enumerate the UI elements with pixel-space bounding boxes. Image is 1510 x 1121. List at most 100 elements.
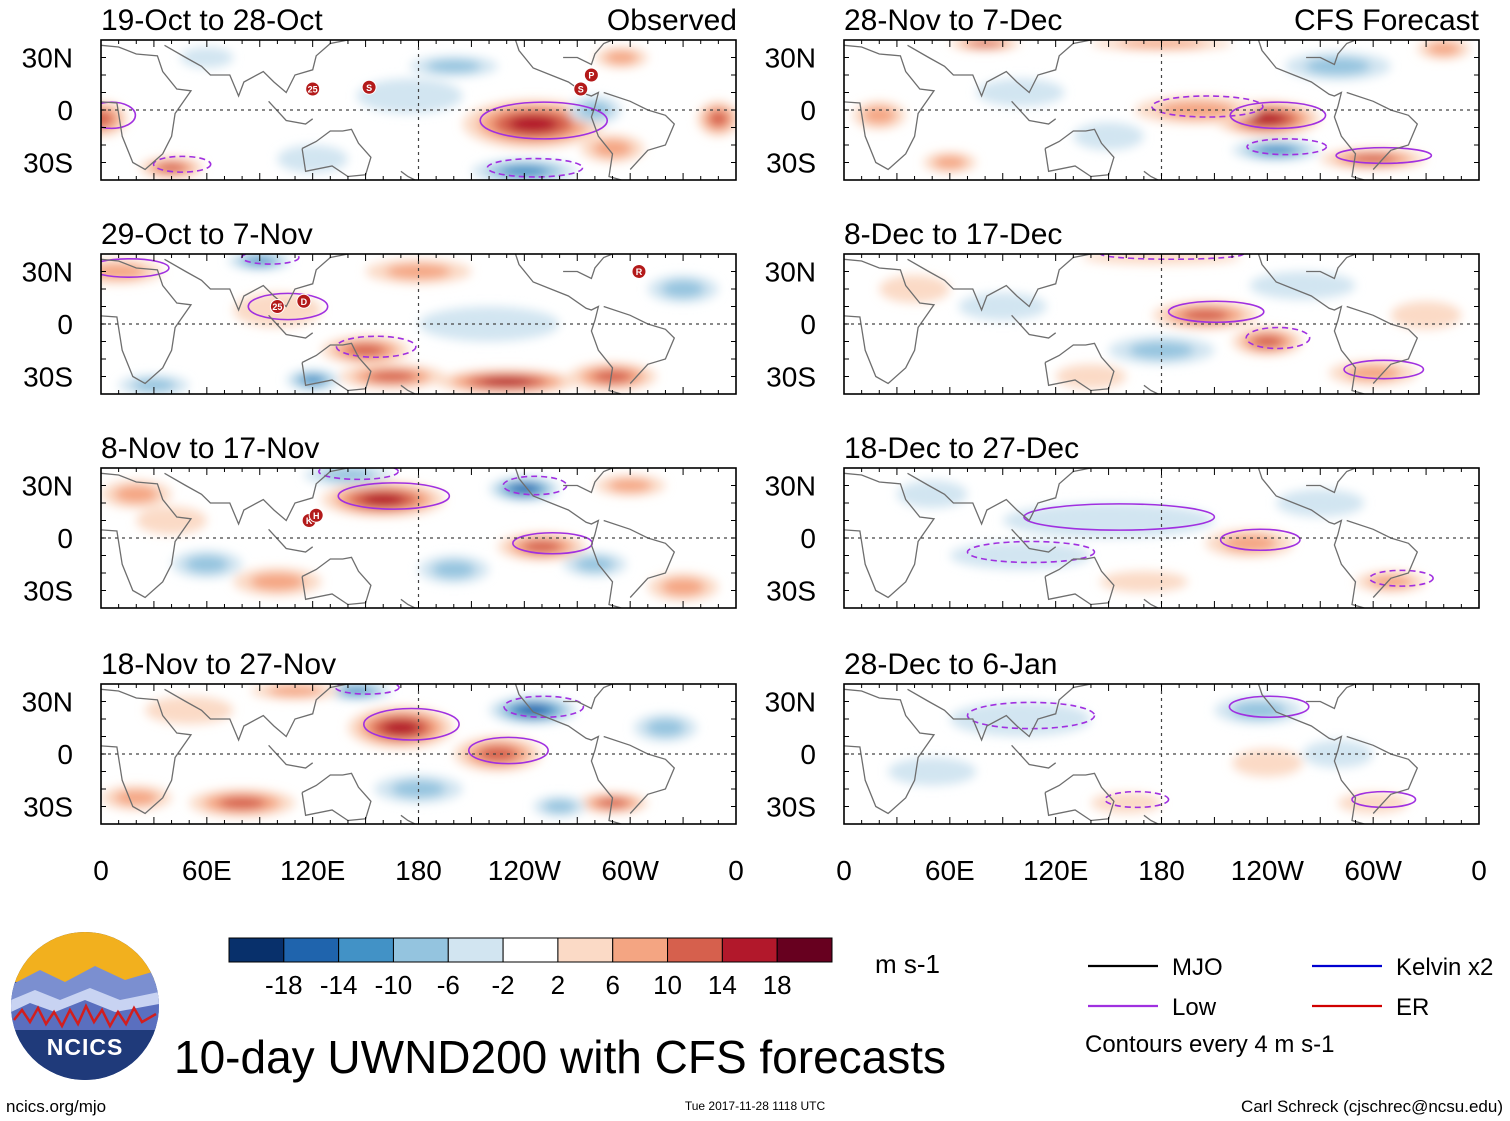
- low-contour: [1343, 359, 1425, 380]
- continent-outline: [1044, 342, 1115, 392]
- x-tick-label: 60E: [925, 855, 975, 886]
- anomaly-blob: [879, 275, 950, 303]
- anomaly-blob: [1369, 575, 1413, 589]
- panel-7: 30N 0 30S 18-Dec to 27-Dec: [765, 432, 1480, 609]
- continent-outline: [603, 91, 676, 170]
- legend-label: ER: [1396, 994, 1429, 1021]
- footer-timestamp: Tue 2017-11-28 1118 UTC: [685, 1099, 826, 1113]
- legend-item: Low: [1088, 994, 1217, 1021]
- continent-outline: [1257, 40, 1365, 180]
- y-tick-label: 0: [800, 309, 816, 340]
- anomaly-blob: [1182, 309, 1230, 322]
- x-tick-label: 120W: [488, 855, 562, 886]
- y-tick-label: 0: [57, 523, 73, 554]
- anomaly-blob: [345, 344, 386, 357]
- continents: [844, 468, 1419, 608]
- anomaly-blob: [1055, 364, 1127, 389]
- continent-outline: [1257, 684, 1365, 824]
- main-title: 10-day UWND200 with CFS forecasts: [174, 1031, 946, 1083]
- legend-item: Kelvin x2: [1312, 954, 1493, 981]
- panel-2: 25 D R 30N 0 30S 29-Oct to 7-Nov: [22, 218, 737, 395]
- low-contour: [479, 101, 609, 140]
- continent-outline: [1306, 254, 1356, 280]
- storm-icon: [631, 264, 647, 279]
- anomaly-blob: [1128, 341, 1195, 359]
- storm-marker: H: [308, 507, 324, 523]
- continent-outline: [1143, 814, 1159, 824]
- anomaly-blob: [976, 78, 1065, 107]
- legend-item: MJO: [1088, 954, 1223, 981]
- colorbar-swatch: [667, 937, 723, 963]
- continent-outline: [907, 684, 1092, 742]
- storm-marker: D: [296, 293, 312, 309]
- anomaly-blob: [114, 790, 158, 806]
- anomaly-blob: [1427, 42, 1461, 56]
- anomaly-blob: [575, 556, 615, 572]
- storm-icon: [361, 79, 377, 95]
- x-tick-label: 0: [1471, 855, 1487, 886]
- low-contour: [467, 736, 549, 765]
- anomaly-blob: [1249, 271, 1356, 300]
- continent-outline: [1143, 598, 1159, 608]
- panel-4: 30N 0 30S 18-Nov to 27-Nov: [22, 648, 737, 825]
- panel-title: 8-Nov to 17-Nov: [101, 432, 319, 465]
- continent-outline: [268, 744, 314, 769]
- continents: [844, 684, 1419, 824]
- panel-title: 18-Dec to 27-Dec: [844, 432, 1079, 465]
- anomaly-blob: [596, 798, 629, 808]
- colorbar: -18 -14 -10 -6 -2 2 6 10 14 18: [228, 937, 833, 1000]
- storm-label: S: [366, 83, 372, 93]
- continent-outline: [1257, 468, 1365, 608]
- anomaly-blob: [508, 115, 558, 133]
- continent-outline: [1346, 735, 1419, 814]
- x-tick-label: 0: [728, 855, 744, 886]
- continent-outline: [1306, 40, 1356, 66]
- continents: [101, 40, 676, 180]
- colorbar-swatch: [502, 937, 559, 963]
- anomaly-blob: [1302, 740, 1374, 768]
- continent-outline: [514, 468, 622, 608]
- x-tick-label: 180: [1138, 855, 1185, 886]
- continent-outline: [563, 684, 613, 710]
- anomaly-blob: [949, 541, 1091, 570]
- anomaly-blob: [517, 705, 549, 716]
- low-contour: [152, 155, 212, 173]
- anomaly-blob: [1390, 301, 1462, 330]
- anomaly-blob: [512, 484, 537, 494]
- continent-outline: [1011, 314, 1057, 339]
- anomaly-blob: [157, 163, 186, 173]
- continent-outline: [514, 40, 622, 180]
- colorbar-swatch: [283, 937, 340, 963]
- legend-label: Kelvin x2: [1396, 954, 1493, 981]
- tick-marks: [100, 253, 737, 395]
- anomaly-field: [101, 468, 736, 608]
- continents: [844, 254, 1419, 394]
- continent-outline: [164, 684, 349, 742]
- footer-website: ncics.org/mjo: [6, 1097, 106, 1116]
- colorbar-label: 6: [605, 970, 619, 1000]
- continent-outline: [301, 772, 372, 822]
- continent-outline: [164, 254, 349, 312]
- anomaly-blob: [1251, 335, 1284, 348]
- panel-5: 30N 0 30S 28-Nov to 7-Dec: [765, 4, 1480, 181]
- anomaly-blob: [361, 493, 405, 506]
- anomaly-field: [101, 684, 736, 824]
- continent-outline: [164, 40, 349, 98]
- anomaly-blob: [661, 280, 705, 298]
- storm-icon: [305, 81, 321, 97]
- low-contour: [1368, 569, 1434, 587]
- contour-note: Contours every 4 m s-1: [1085, 1031, 1334, 1058]
- low-contour: [337, 482, 451, 510]
- y-tick-label: 0: [800, 95, 816, 126]
- units-label: m s-1: [875, 949, 940, 979]
- continent-outline: [101, 472, 193, 599]
- anomaly-blob: [478, 746, 518, 762]
- y-tick-label: 30S: [766, 362, 816, 393]
- anomaly-field: [101, 40, 736, 180]
- low-contour: [1104, 790, 1170, 809]
- storm-marker: 25: [269, 299, 285, 314]
- low-contour: [318, 468, 400, 481]
- legend-label: Low: [1172, 994, 1217, 1021]
- anomaly-blob: [426, 59, 481, 73]
- colorbar-swatch: [612, 937, 669, 963]
